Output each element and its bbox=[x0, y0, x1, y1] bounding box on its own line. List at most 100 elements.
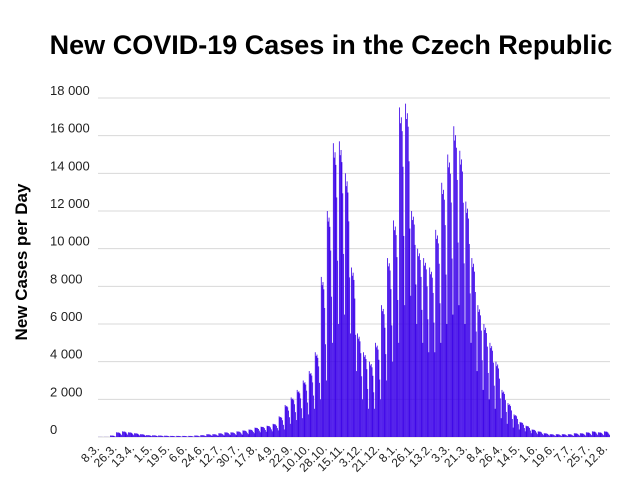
bar bbox=[443, 189, 444, 437]
bar bbox=[209, 434, 211, 437]
bar bbox=[348, 221, 350, 437]
bar bbox=[451, 258, 453, 437]
bar bbox=[332, 143, 334, 437]
bar bbox=[239, 431, 240, 437]
bar bbox=[494, 408, 496, 437]
bar bbox=[130, 432, 132, 437]
bar bbox=[487, 372, 489, 437]
bar bbox=[520, 422, 522, 437]
bar bbox=[304, 382, 306, 437]
bar bbox=[246, 431, 247, 437]
chart-title: New COVID-19 Cases in the Czech Republic bbox=[49, 30, 613, 60]
bar bbox=[357, 338, 359, 437]
bar bbox=[546, 433, 548, 437]
bar bbox=[289, 423, 291, 437]
bar bbox=[399, 107, 400, 438]
bar bbox=[301, 408, 302, 437]
bar bbox=[529, 430, 531, 437]
bar bbox=[142, 434, 144, 437]
y-tick-label: 16 000 bbox=[50, 121, 90, 136]
bar bbox=[448, 167, 450, 437]
bar bbox=[506, 423, 508, 437]
bar bbox=[267, 426, 269, 437]
bar bbox=[598, 432, 600, 437]
bar bbox=[303, 383, 305, 437]
bar bbox=[144, 435, 146, 437]
bar bbox=[515, 415, 517, 437]
bar bbox=[253, 433, 255, 437]
bar bbox=[498, 378, 500, 437]
bar bbox=[201, 435, 203, 437]
bar bbox=[276, 428, 278, 437]
bar bbox=[215, 434, 216, 437]
bar bbox=[315, 356, 317, 437]
bar bbox=[503, 391, 505, 437]
bar bbox=[308, 371, 310, 437]
bar bbox=[495, 361, 497, 437]
bar bbox=[307, 402, 308, 437]
bar bbox=[519, 421, 521, 437]
y-tick-label: 4 000 bbox=[50, 347, 83, 362]
bar bbox=[320, 399, 321, 437]
bar bbox=[442, 194, 444, 437]
bar bbox=[450, 202, 452, 437]
bar bbox=[556, 434, 558, 437]
bar bbox=[420, 276, 422, 437]
x-tick-labels: 8.3.26.3.13.4.1.5.19.5.6.6.24.6.12.7.30.… bbox=[78, 441, 610, 474]
bar bbox=[609, 434, 610, 437]
bar bbox=[564, 434, 566, 437]
bar bbox=[152, 435, 154, 437]
bar bbox=[240, 433, 242, 437]
bar bbox=[528, 426, 530, 437]
bar bbox=[374, 408, 376, 437]
bar bbox=[481, 360, 483, 437]
bar bbox=[553, 434, 555, 437]
bar bbox=[116, 432, 117, 437]
bar bbox=[441, 182, 443, 437]
bar bbox=[302, 380, 304, 437]
bar bbox=[378, 359, 380, 437]
bar bbox=[389, 270, 391, 437]
bar bbox=[123, 431, 125, 437]
bar bbox=[597, 432, 599, 437]
bar bbox=[397, 299, 399, 437]
bar bbox=[415, 284, 417, 437]
bar bbox=[457, 242, 459, 437]
bar bbox=[192, 436, 194, 437]
bar bbox=[120, 434, 122, 437]
bar bbox=[472, 267, 474, 437]
bar bbox=[403, 235, 405, 437]
bar bbox=[544, 433, 546, 437]
bar bbox=[475, 331, 477, 437]
bar bbox=[334, 152, 336, 438]
bar bbox=[502, 392, 504, 437]
bar bbox=[467, 208, 468, 437]
bar bbox=[602, 434, 604, 437]
bar bbox=[608, 433, 610, 437]
bar bbox=[213, 434, 215, 437]
bar bbox=[260, 426, 262, 437]
bar bbox=[394, 226, 396, 437]
bar bbox=[569, 434, 571, 437]
bar bbox=[554, 435, 556, 437]
bar bbox=[351, 275, 353, 437]
bar bbox=[335, 164, 337, 437]
bar bbox=[245, 430, 246, 437]
bar bbox=[482, 389, 484, 437]
bar bbox=[290, 397, 292, 437]
bar bbox=[524, 431, 526, 437]
bar bbox=[507, 403, 509, 437]
bar bbox=[216, 435, 218, 437]
bar bbox=[141, 434, 143, 437]
bar bbox=[453, 126, 455, 437]
bar bbox=[398, 342, 400, 437]
bar bbox=[416, 324, 418, 437]
bar bbox=[316, 354, 318, 437]
bar bbox=[344, 173, 346, 437]
bar bbox=[460, 164, 462, 437]
bar bbox=[148, 435, 150, 437]
bar bbox=[391, 325, 393, 437]
bar bbox=[469, 293, 471, 437]
bar bbox=[417, 248, 419, 437]
bar bbox=[161, 435, 163, 437]
